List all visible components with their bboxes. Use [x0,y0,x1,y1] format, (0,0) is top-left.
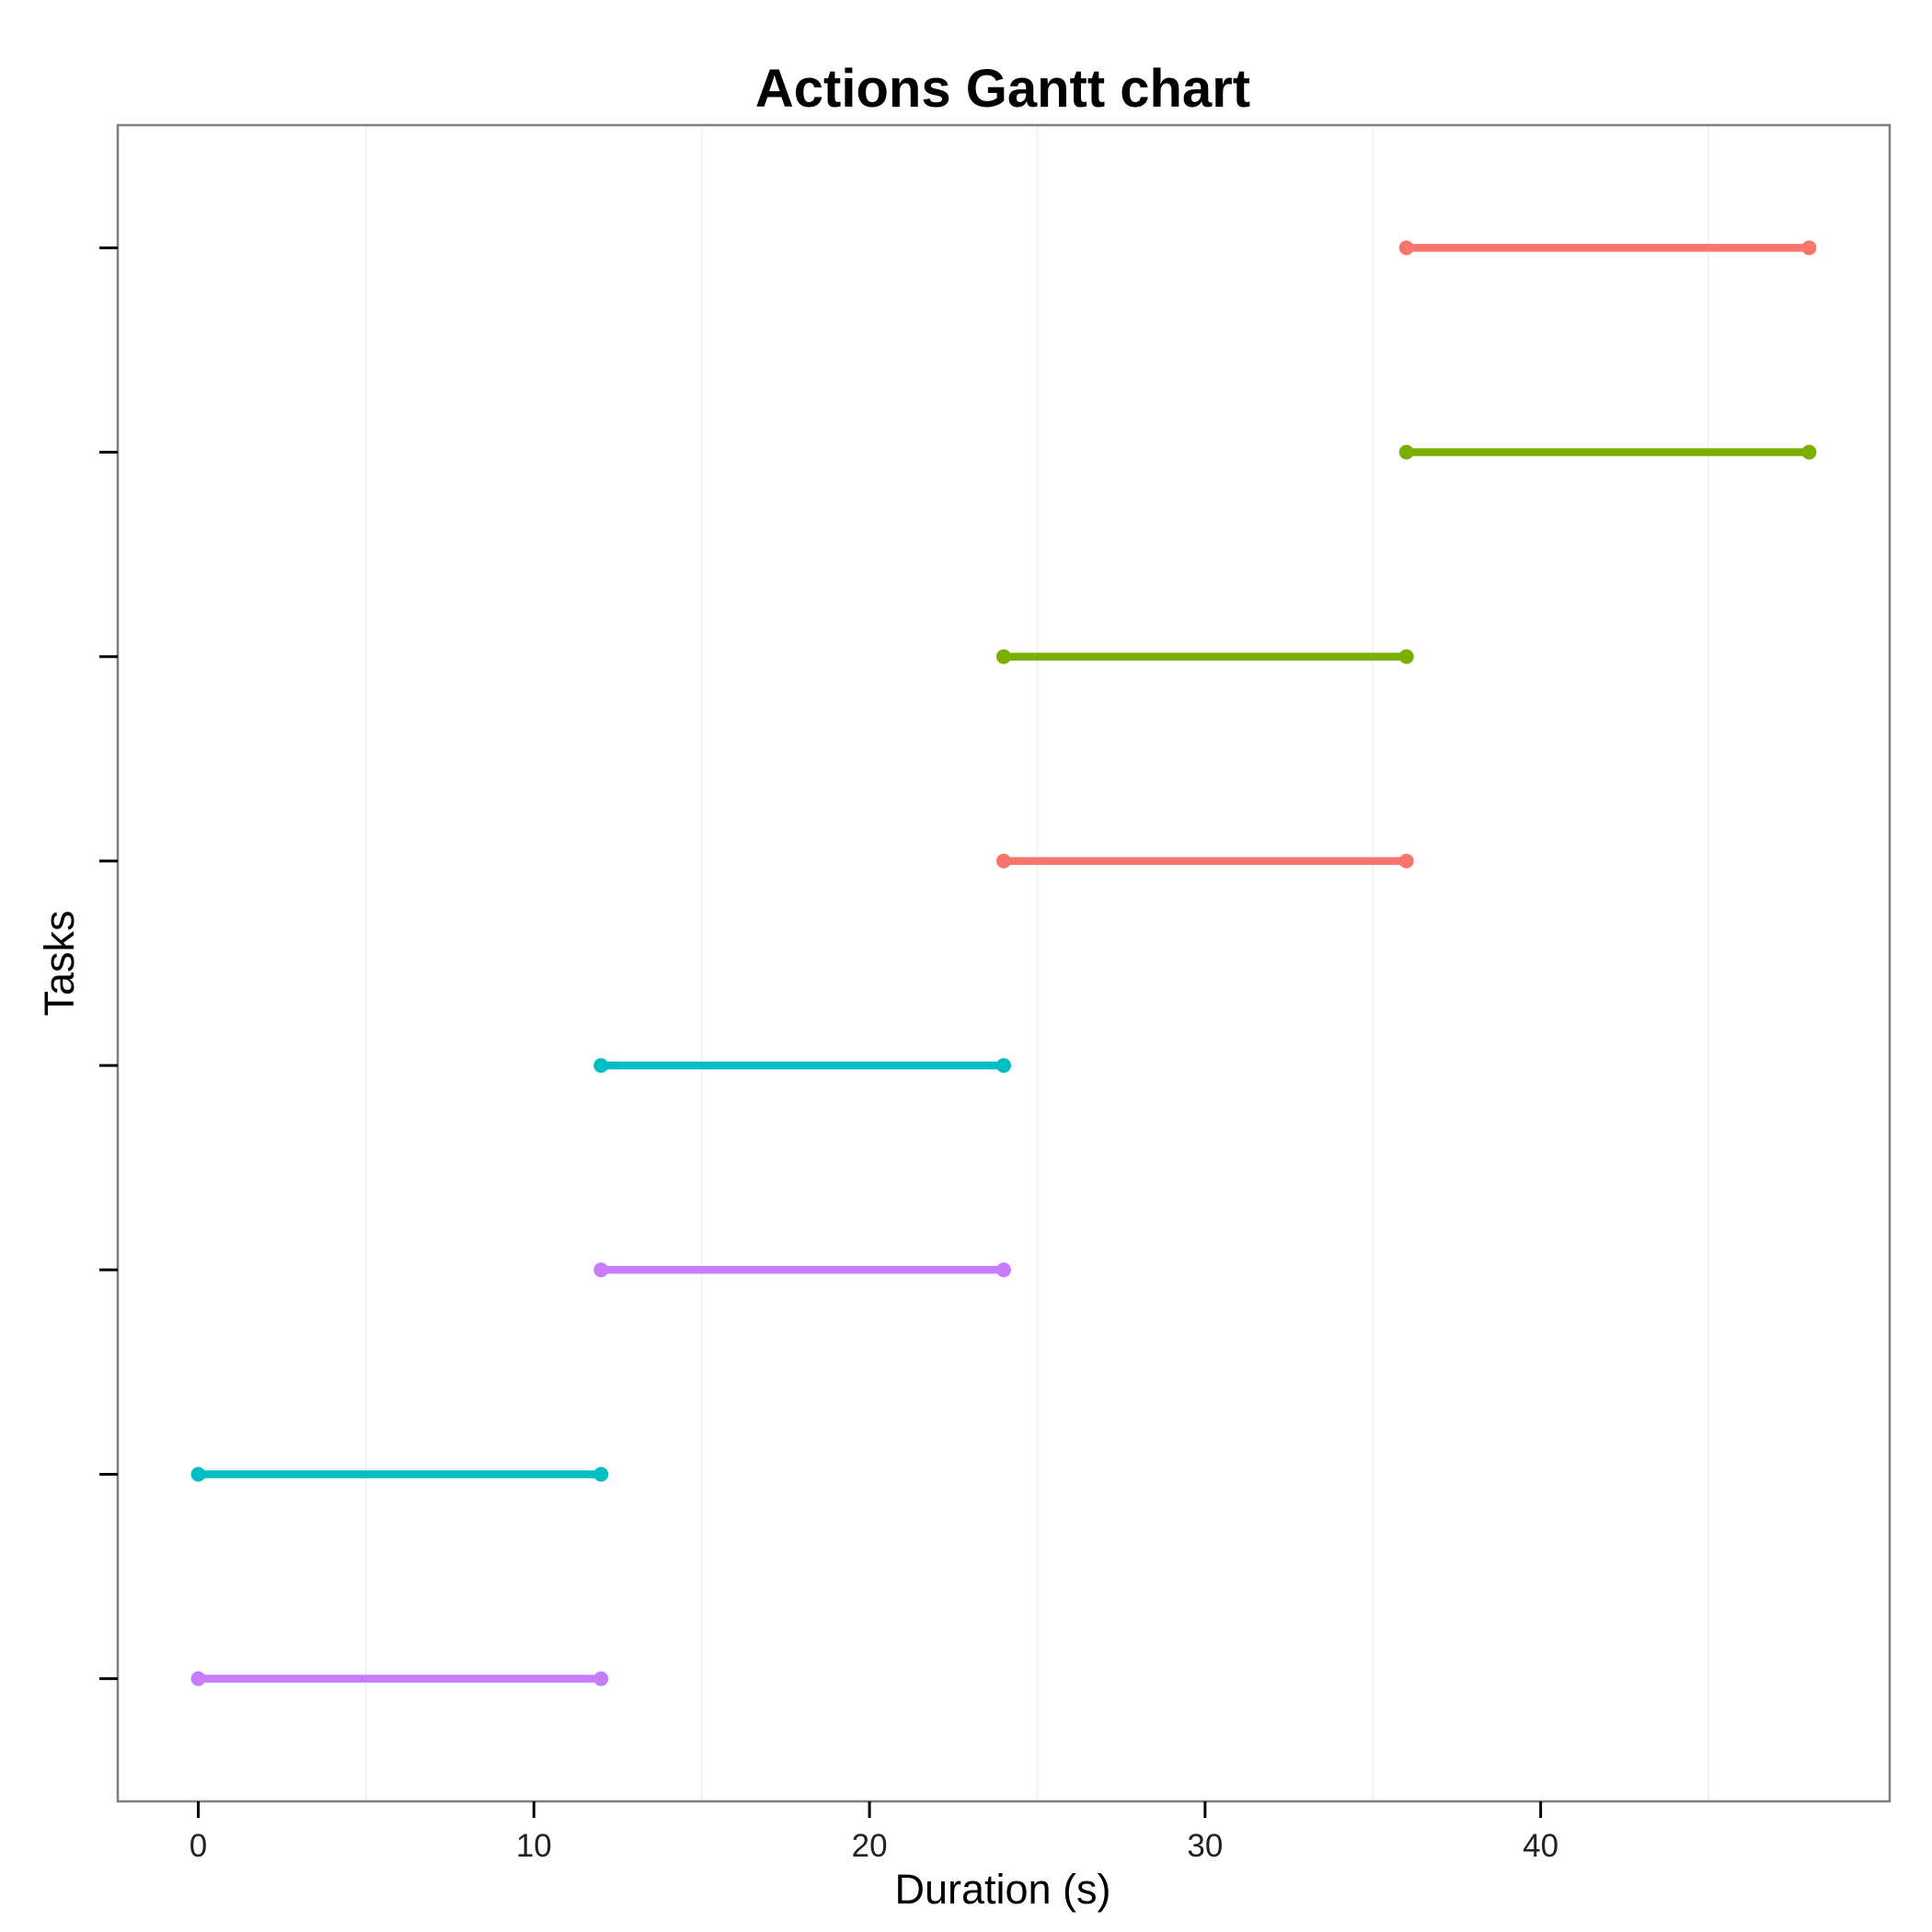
x-axis-ticks: 0 10 20 30 40 [190,1801,1558,1864]
task-start-point [1398,444,1414,460]
chart-title: Actions Gantt chart [755,59,1250,119]
x-tick-label: 10 [516,1828,552,1864]
y-axis-ticks [99,246,118,1681]
task-end-point [593,1466,609,1482]
task-start-point [190,1466,206,1482]
task-end-point [996,1058,1011,1074]
task-bars [190,240,1817,1686]
task-end-point [1801,240,1817,256]
gridlines [364,125,1710,1801]
task-start-point [996,649,1011,664]
task-segment [190,1671,609,1686]
task-end-point [996,1262,1011,1278]
x-tick-label: 40 [1523,1828,1558,1864]
task-end-point [593,1671,609,1686]
task-segment [996,853,1414,868]
task-segment [593,1058,1011,1074]
task-segment [593,1262,1011,1278]
task-start-point [996,853,1011,868]
task-segment [1398,444,1817,460]
x-tick-label: 30 [1187,1828,1223,1864]
task-end-point [1398,649,1414,664]
task-start-point [190,1671,206,1686]
task-start-point [593,1058,609,1074]
task-start-point [1398,240,1414,256]
x-tick-label: 0 [190,1828,207,1864]
x-axis-title: Duration (s) [894,1866,1110,1913]
task-end-point [1801,444,1817,460]
task-segment [996,649,1414,664]
task-segment [1398,240,1817,256]
task-segment [190,1466,609,1482]
plot-panel-border [116,123,1892,1803]
x-tick-label: 20 [852,1828,888,1864]
y-axis-title: Tasks [36,910,83,1016]
task-start-point [593,1262,609,1278]
task-end-point [1398,853,1414,868]
